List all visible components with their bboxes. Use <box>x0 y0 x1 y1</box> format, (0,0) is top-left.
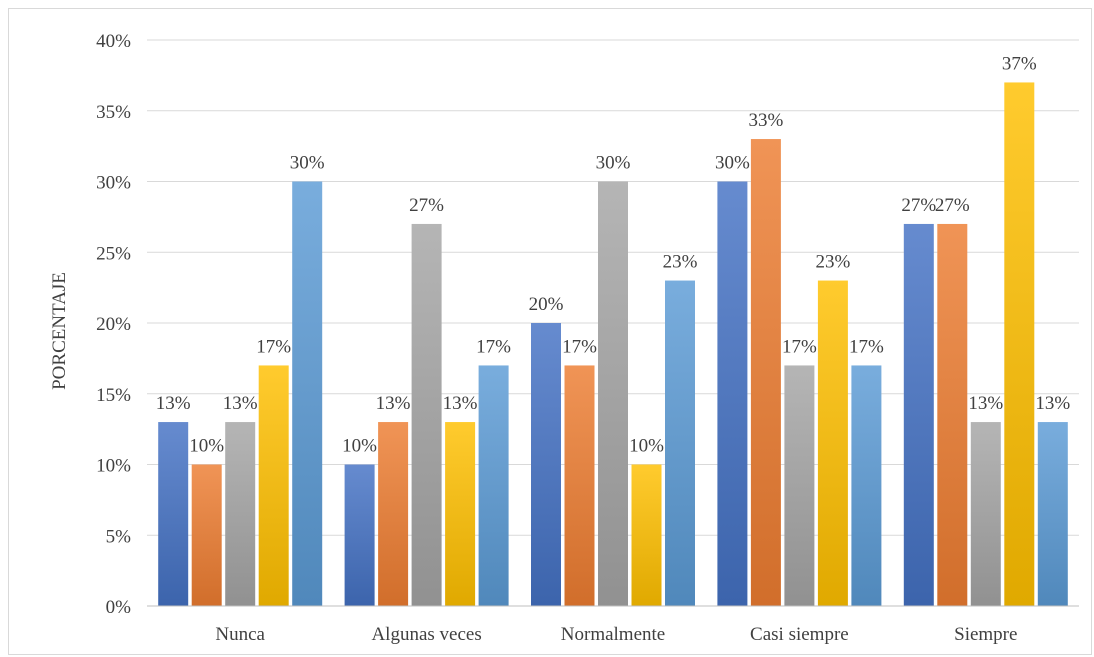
axis-layer: 0% 5% 10% 15% 20% 25% 30% 35% 40% Nunca Algunas ve… <box>96 31 1079 645</box>
bar <box>1037 422 1068 606</box>
data-label: 13% <box>223 393 258 414</box>
data-label: 27% <box>935 195 970 216</box>
y-tick-label: 10% <box>96 456 131 477</box>
bar <box>411 223 442 606</box>
x-category-label: Normalmente <box>561 624 665 645</box>
y-tick-label: 35% <box>96 102 131 123</box>
x-category-label: Siempre <box>954 624 1017 645</box>
y-tick-label: 40% <box>96 31 131 52</box>
x-category-label: Casi siempre <box>750 624 849 645</box>
data-label: 20% <box>529 294 564 315</box>
data-label-layer: 13% 10% 13% 17% 30% 10% 13% 27% 13% 17% 20% 17% 30% 1… <box>156 53 1071 456</box>
data-label: 23% <box>815 252 850 273</box>
bar <box>445 422 476 606</box>
bar <box>631 464 662 606</box>
bar <box>292 181 323 606</box>
data-label: 13% <box>376 393 411 414</box>
data-label: 33% <box>748 110 783 131</box>
bar-layer <box>158 82 1068 607</box>
y-axis-title: PORCENTAJE <box>49 272 70 390</box>
bar <box>344 464 375 606</box>
bar <box>970 422 1001 606</box>
data-label: 17% <box>849 336 884 357</box>
data-label: 27% <box>409 195 444 216</box>
data-label: 17% <box>476 336 511 357</box>
data-label: 30% <box>715 153 750 174</box>
bar <box>378 422 409 606</box>
bar <box>478 365 509 606</box>
y-tick-label: 0% <box>106 597 132 618</box>
bar <box>158 422 189 606</box>
bar <box>817 280 848 606</box>
y-tick-label: 5% <box>106 526 132 547</box>
bar <box>1004 82 1035 606</box>
bar <box>191 464 222 606</box>
bar <box>564 365 595 606</box>
data-label: 23% <box>663 252 698 273</box>
bar <box>750 139 781 607</box>
data-label: 10% <box>342 436 377 457</box>
bar <box>717 181 748 606</box>
chart-frame: 13% 10% 13% 17% 30% 10% 13% 27% 13% 17% 20% 17% 30% 1… <box>8 8 1092 655</box>
y-tick-label: 15% <box>96 385 131 406</box>
bar-chart: 13% 10% 13% 17% 30% 10% 13% 27% 13% 17% 20% 17% 30% 1… <box>49 31 1079 645</box>
x-category-label: Nunca <box>215 624 265 645</box>
data-label: 30% <box>290 153 325 174</box>
data-label: 13% <box>443 393 478 414</box>
data-label: 17% <box>782 336 817 357</box>
bar <box>225 422 256 606</box>
data-label: 17% <box>562 336 597 357</box>
y-tick-label: 20% <box>96 314 131 335</box>
bar <box>665 280 695 606</box>
bar <box>851 365 882 606</box>
data-label: 13% <box>156 393 191 414</box>
data-label: 27% <box>901 195 936 216</box>
data-label: 10% <box>629 436 664 457</box>
x-category-label: Algunas veces <box>371 624 481 645</box>
bar <box>784 365 815 606</box>
data-label: 10% <box>189 436 224 457</box>
bar <box>258 365 289 606</box>
data-label: 30% <box>596 153 631 174</box>
data-label: 13% <box>1035 393 1070 414</box>
y-tick-label: 30% <box>96 173 131 194</box>
bar <box>937 223 968 606</box>
bar <box>531 323 561 606</box>
data-label: 37% <box>1002 53 1037 74</box>
bar <box>903 223 934 606</box>
bar <box>598 181 628 606</box>
data-label: 13% <box>968 393 1003 414</box>
data-label: 17% <box>256 336 291 357</box>
y-tick-label: 25% <box>96 243 131 264</box>
